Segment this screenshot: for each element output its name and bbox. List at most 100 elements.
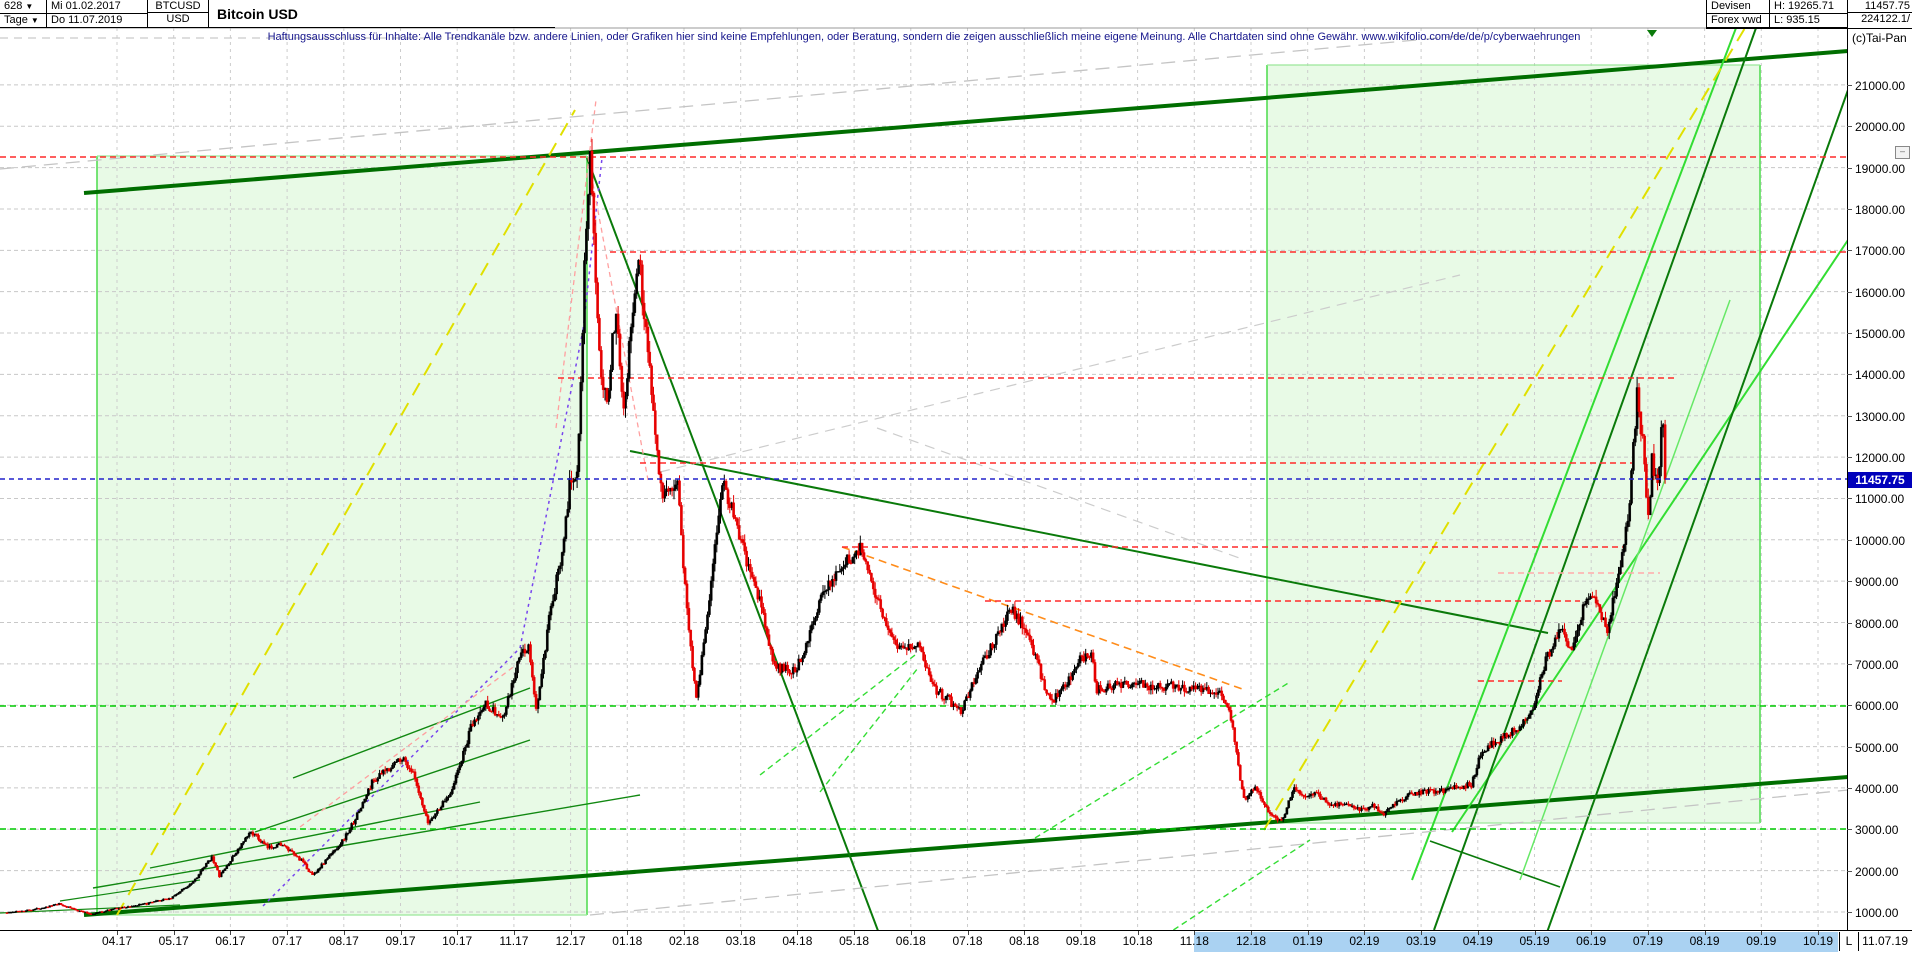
period-dropdown[interactable]: Tage ▼ <box>4 14 39 26</box>
x-axis-label: 06.19 <box>1576 934 1607 948</box>
y-axis-tick <box>1847 208 1852 210</box>
trendline <box>299 661 521 828</box>
x-axis-label: 10.17 <box>442 934 473 948</box>
x-axis-label: 01.19 <box>1292 934 1323 948</box>
y-axis-tick <box>1847 787 1852 789</box>
y-axis-label: 20000.00 <box>1855 120 1906 135</box>
y-axis-label: 8000.00 <box>1855 616 1899 631</box>
y-axis-tick <box>1847 870 1852 872</box>
time-axis: L 11.07.19 04.17 05.17 06.17 07.17 08.17 09.1… <box>0 930 1912 953</box>
x-axis-tick <box>1761 931 1763 935</box>
y-axis-label: 10000.00 <box>1855 533 1906 548</box>
axis-highlight-range <box>1194 932 1838 952</box>
x-axis-label: 08.17 <box>328 934 359 948</box>
trendline <box>876 427 1246 561</box>
chart-header-left: 628 ▼ Tage ▼ Mi 01.02.2017 Do 11.07.2019 B… <box>0 0 555 28</box>
y-axis-tick <box>1847 291 1852 293</box>
x-axis-tick <box>1421 931 1423 935</box>
trendline <box>1539 89 1849 952</box>
y-axis-tick <box>1847 705 1852 707</box>
x-axis-tick <box>1194 931 1196 935</box>
y-axis-tick <box>1847 126 1852 128</box>
trendline <box>841 546 1246 691</box>
x-axis-tick <box>740 931 742 935</box>
x-axis-label: 04.19 <box>1462 934 1493 948</box>
y-axis-tick <box>1847 250 1852 252</box>
y-axis-tick <box>1847 912 1852 913</box>
x-axis-label: 09.17 <box>385 934 416 948</box>
x-axis-tick <box>797 931 799 935</box>
y-axis-label: 12000.00 <box>1855 451 1906 466</box>
x-axis-tick <box>570 931 572 935</box>
x-axis-tick <box>513 931 515 935</box>
x-axis-label: 12.18 <box>1235 934 1267 948</box>
x-axis-label: 05.18 <box>839 934 870 948</box>
y-axis-label: 2000.00 <box>1855 864 1899 879</box>
trendline <box>519 329 584 649</box>
trendline <box>1263 27 1746 831</box>
symbol-code: BTCUSD <box>148 0 208 13</box>
x-axis-label: 09.19 <box>1746 934 1777 948</box>
x-axis-label: 02.18 <box>668 934 700 948</box>
x-axis-label: 12.17 <box>555 934 586 948</box>
x-axis-tick <box>910 931 912 935</box>
y-axis-label: 19000.00 <box>1855 161 1906 176</box>
trendline <box>262 647 521 907</box>
y-axis-tick <box>1847 167 1852 169</box>
trendline <box>555 99 597 429</box>
period-low: L: 935.15 <box>1774 14 1820 26</box>
y-axis-label: 17000.00 <box>1855 244 1906 259</box>
x-axis-tick <box>1704 931 1706 935</box>
x-axis-label: 04.17 <box>101 934 133 948</box>
trendline <box>83 775 1849 917</box>
chart-header-right: Devisen Forex vwd H: 19265.71 L: 935.15 <box>1706 0 1848 29</box>
y-axis-tick <box>1847 622 1852 624</box>
x-axis-tick <box>1080 931 1082 935</box>
x-axis-tick <box>854 931 856 935</box>
y-axis-tick <box>1847 663 1852 665</box>
trendline <box>1411 27 1737 881</box>
y-axis-label: 16000.00 <box>1855 285 1906 300</box>
x-axis-tick <box>1477 931 1479 935</box>
trendline <box>1519 299 1731 881</box>
x-axis-tick <box>967 931 969 935</box>
y-axis-tick <box>1847 829 1852 831</box>
x-axis-tick <box>343 931 345 935</box>
x-axis-label: 10.19 <box>1802 934 1834 948</box>
trendline <box>83 49 1849 195</box>
y-axis-tick <box>1847 539 1852 541</box>
trendline <box>1429 840 1561 888</box>
x-axis-label: 08.18 <box>1009 934 1040 948</box>
y-axis-label: 5000.00 <box>1855 740 1899 755</box>
x-axis-tick <box>684 931 685 935</box>
data-source: Forex vwd <box>1711 14 1762 26</box>
x-axis-label: 05.17 <box>158 934 189 948</box>
x-axis-tick <box>457 931 459 935</box>
y-axis-label: 15000.00 <box>1855 327 1906 342</box>
trendline <box>1451 239 1849 833</box>
y-axis-tick <box>1847 498 1852 500</box>
trendline <box>759 654 916 776</box>
x-axis-label: 07.18 <box>952 934 983 948</box>
trendline <box>116 109 576 916</box>
instrument-category: Devisen <box>1707 0 1769 14</box>
x-axis-label: 07.17 <box>272 934 303 948</box>
trendline <box>589 789 1849 916</box>
trendline <box>629 450 1549 634</box>
x-axis-tick <box>1647 931 1649 935</box>
bars-count-dropdown[interactable]: 628 ▼ <box>0 0 46 14</box>
y-axis-tick <box>1847 374 1852 376</box>
candle-bodies-down <box>5 150 1667 915</box>
minimize-icon[interactable]: – <box>1895 146 1910 159</box>
date-from: Mi 01.02.2017 <box>47 0 147 14</box>
y-axis-label: 1000.00 <box>1855 906 1899 920</box>
y-axis-label: 18000.00 <box>1855 202 1906 217</box>
y-axis-label: 6000.00 <box>1855 699 1899 714</box>
x-axis-tick <box>1024 931 1026 935</box>
y-axis-label: 21000.00 <box>1855 78 1906 93</box>
x-axis-label: 07.19 <box>1632 934 1663 948</box>
bars-period-column: 628 ▼ Tage ▼ <box>0 0 47 28</box>
y-axis-label: 3000.00 <box>1855 823 1899 838</box>
